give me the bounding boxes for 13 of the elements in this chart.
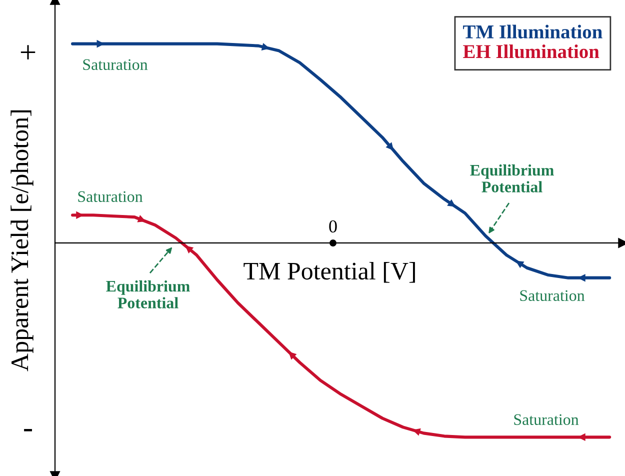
annotation: Saturation xyxy=(514,414,579,425)
text: + xyxy=(20,45,36,60)
annotation: Equilibrium Potential xyxy=(106,280,190,308)
annotation: Saturation xyxy=(520,290,585,301)
annotation: 0 xyxy=(329,220,337,233)
annotation: Saturation xyxy=(78,191,143,202)
text: EH Illumination xyxy=(463,44,600,58)
text: - xyxy=(24,429,32,432)
text: TM Illumination xyxy=(463,24,602,38)
annotation: Saturation xyxy=(83,59,148,70)
annotation: Equilibrium Potential xyxy=(470,164,554,192)
y-axis-title: Apparent Yield [e/photon] xyxy=(10,110,34,372)
x-axis-title: TM Potential [V] xyxy=(244,262,415,283)
